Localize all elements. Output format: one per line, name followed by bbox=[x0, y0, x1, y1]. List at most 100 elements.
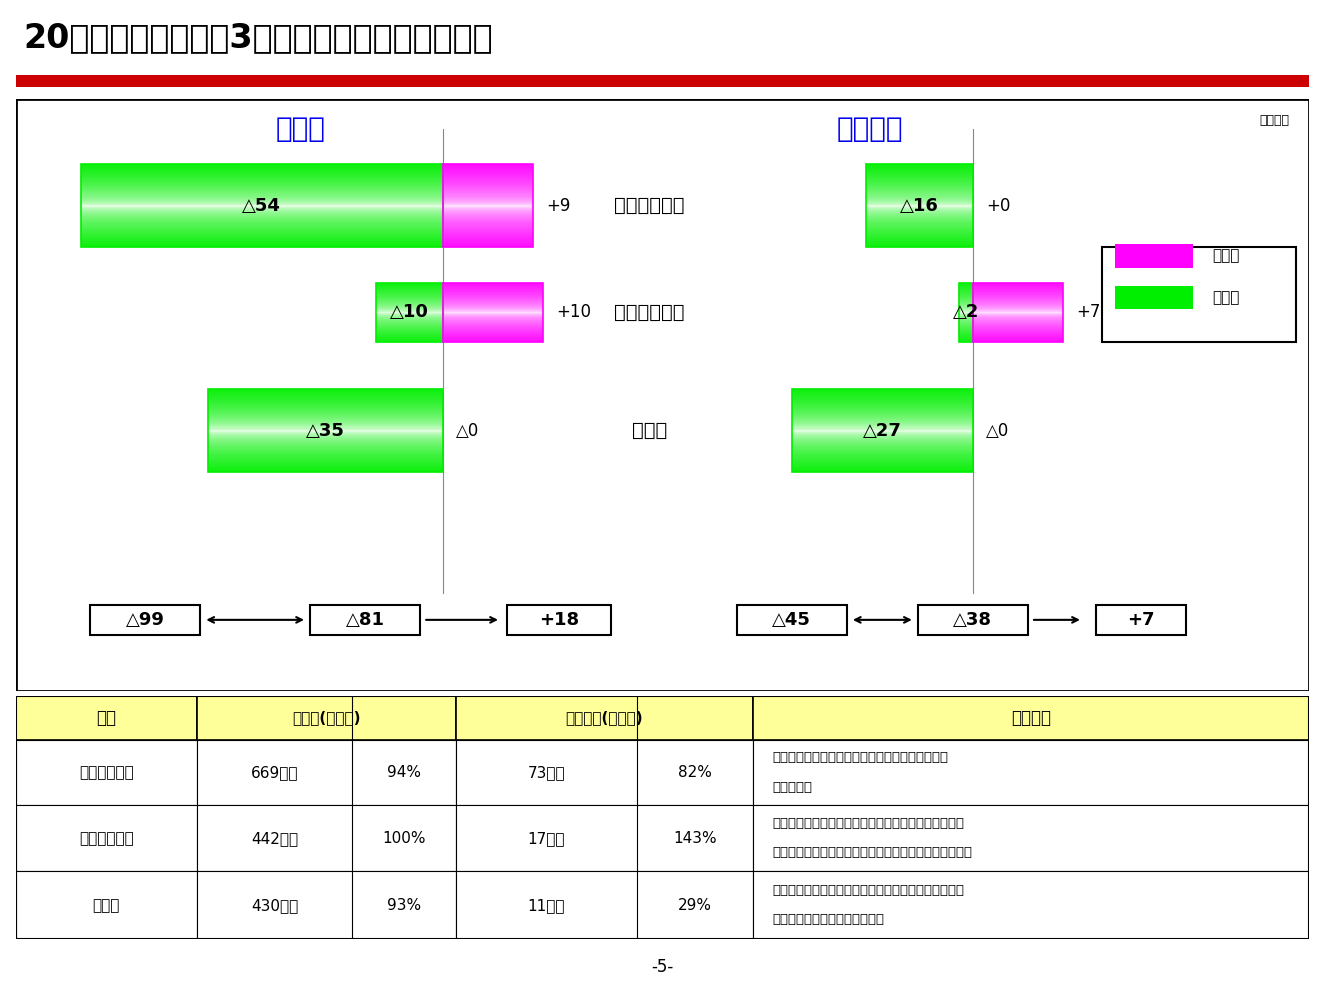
Bar bbox=[443, 247, 533, 248]
Bar bbox=[865, 200, 973, 201]
Bar bbox=[792, 426, 973, 427]
Bar bbox=[81, 225, 443, 226]
Bar bbox=[865, 213, 973, 214]
Text: △99: △99 bbox=[126, 611, 164, 629]
Bar bbox=[208, 465, 443, 466]
Bar bbox=[865, 168, 973, 169]
Bar bbox=[443, 219, 533, 220]
Bar bbox=[865, 192, 973, 193]
Bar bbox=[208, 390, 443, 391]
Bar bbox=[443, 194, 533, 195]
Text: 家庭用商品の需要増加以上に業務用商品の販売が: 家庭用商品の需要増加以上に業務用商品の販売が bbox=[772, 751, 949, 764]
Bar bbox=[865, 237, 973, 238]
Text: タマゴ: タマゴ bbox=[632, 421, 668, 440]
Bar bbox=[208, 466, 443, 467]
Bar bbox=[81, 224, 443, 225]
Bar bbox=[81, 190, 443, 192]
Bar bbox=[208, 418, 443, 419]
Bar bbox=[81, 174, 443, 175]
Bar bbox=[865, 201, 973, 202]
Bar bbox=[865, 199, 973, 200]
Text: +10: +10 bbox=[556, 303, 591, 321]
Bar bbox=[443, 211, 533, 212]
Bar bbox=[792, 407, 973, 408]
Bar bbox=[865, 188, 973, 189]
Bar bbox=[81, 211, 443, 212]
Bar bbox=[81, 227, 443, 228]
Text: 家庭用: 家庭用 bbox=[1212, 248, 1239, 263]
Bar bbox=[443, 216, 533, 218]
Text: △10: △10 bbox=[390, 303, 428, 321]
Bar bbox=[443, 199, 533, 200]
Bar bbox=[865, 216, 973, 218]
Bar bbox=[81, 164, 443, 165]
Bar bbox=[865, 214, 973, 215]
Bar bbox=[865, 180, 973, 181]
Text: （億円）: （億円） bbox=[1260, 113, 1289, 126]
Bar bbox=[81, 184, 443, 185]
Bar bbox=[81, 212, 443, 213]
Bar bbox=[865, 164, 973, 165]
Bar bbox=[792, 412, 973, 413]
Bar bbox=[865, 194, 973, 195]
Bar bbox=[865, 171, 973, 172]
Bar bbox=[81, 180, 443, 181]
Bar bbox=[443, 165, 533, 167]
Bar bbox=[81, 236, 443, 237]
Bar bbox=[443, 182, 533, 183]
Bar bbox=[81, 181, 443, 182]
Bar bbox=[443, 176, 533, 177]
Bar bbox=[197, 740, 456, 805]
Bar bbox=[81, 182, 443, 183]
Bar bbox=[208, 426, 443, 427]
Bar bbox=[208, 400, 443, 401]
Bar bbox=[443, 177, 533, 178]
Bar bbox=[865, 235, 973, 236]
Bar bbox=[208, 405, 443, 406]
Bar bbox=[208, 452, 443, 453]
Bar bbox=[208, 419, 443, 420]
Text: △0: △0 bbox=[986, 421, 1010, 439]
Bar bbox=[81, 175, 443, 176]
Text: 11億円: 11億円 bbox=[527, 898, 564, 912]
Bar bbox=[443, 232, 533, 233]
Bar bbox=[208, 446, 443, 447]
Bar bbox=[865, 179, 973, 180]
Bar bbox=[792, 424, 973, 425]
Bar bbox=[792, 401, 973, 402]
Bar bbox=[197, 696, 456, 740]
Bar bbox=[792, 446, 973, 447]
Text: +0: +0 bbox=[986, 197, 1010, 215]
Bar bbox=[865, 206, 973, 207]
Bar bbox=[208, 448, 443, 449]
Bar bbox=[208, 449, 443, 450]
Bar bbox=[208, 415, 443, 416]
Bar bbox=[81, 218, 443, 219]
Bar bbox=[208, 395, 443, 396]
Bar bbox=[208, 406, 443, 407]
Bar bbox=[81, 207, 443, 208]
Bar bbox=[208, 399, 443, 400]
Text: 442億円: 442億円 bbox=[250, 831, 298, 846]
Bar bbox=[443, 207, 533, 208]
Bar bbox=[443, 214, 533, 215]
Bar bbox=[792, 418, 973, 419]
Bar bbox=[16, 740, 197, 805]
Bar bbox=[792, 453, 973, 454]
Bar bbox=[456, 740, 753, 805]
Text: 業務用: 業務用 bbox=[1212, 290, 1239, 305]
Bar bbox=[208, 403, 443, 404]
Bar bbox=[443, 208, 533, 209]
Bar bbox=[81, 230, 443, 231]
Bar bbox=[81, 247, 443, 248]
Bar bbox=[792, 448, 973, 449]
Bar bbox=[81, 170, 443, 171]
Text: △81: △81 bbox=[346, 611, 384, 629]
Bar bbox=[443, 172, 533, 173]
Bar bbox=[443, 241, 533, 243]
Bar bbox=[208, 430, 443, 431]
Bar bbox=[208, 447, 443, 448]
Bar bbox=[792, 397, 973, 398]
Bar bbox=[81, 171, 443, 172]
Bar bbox=[792, 431, 973, 432]
